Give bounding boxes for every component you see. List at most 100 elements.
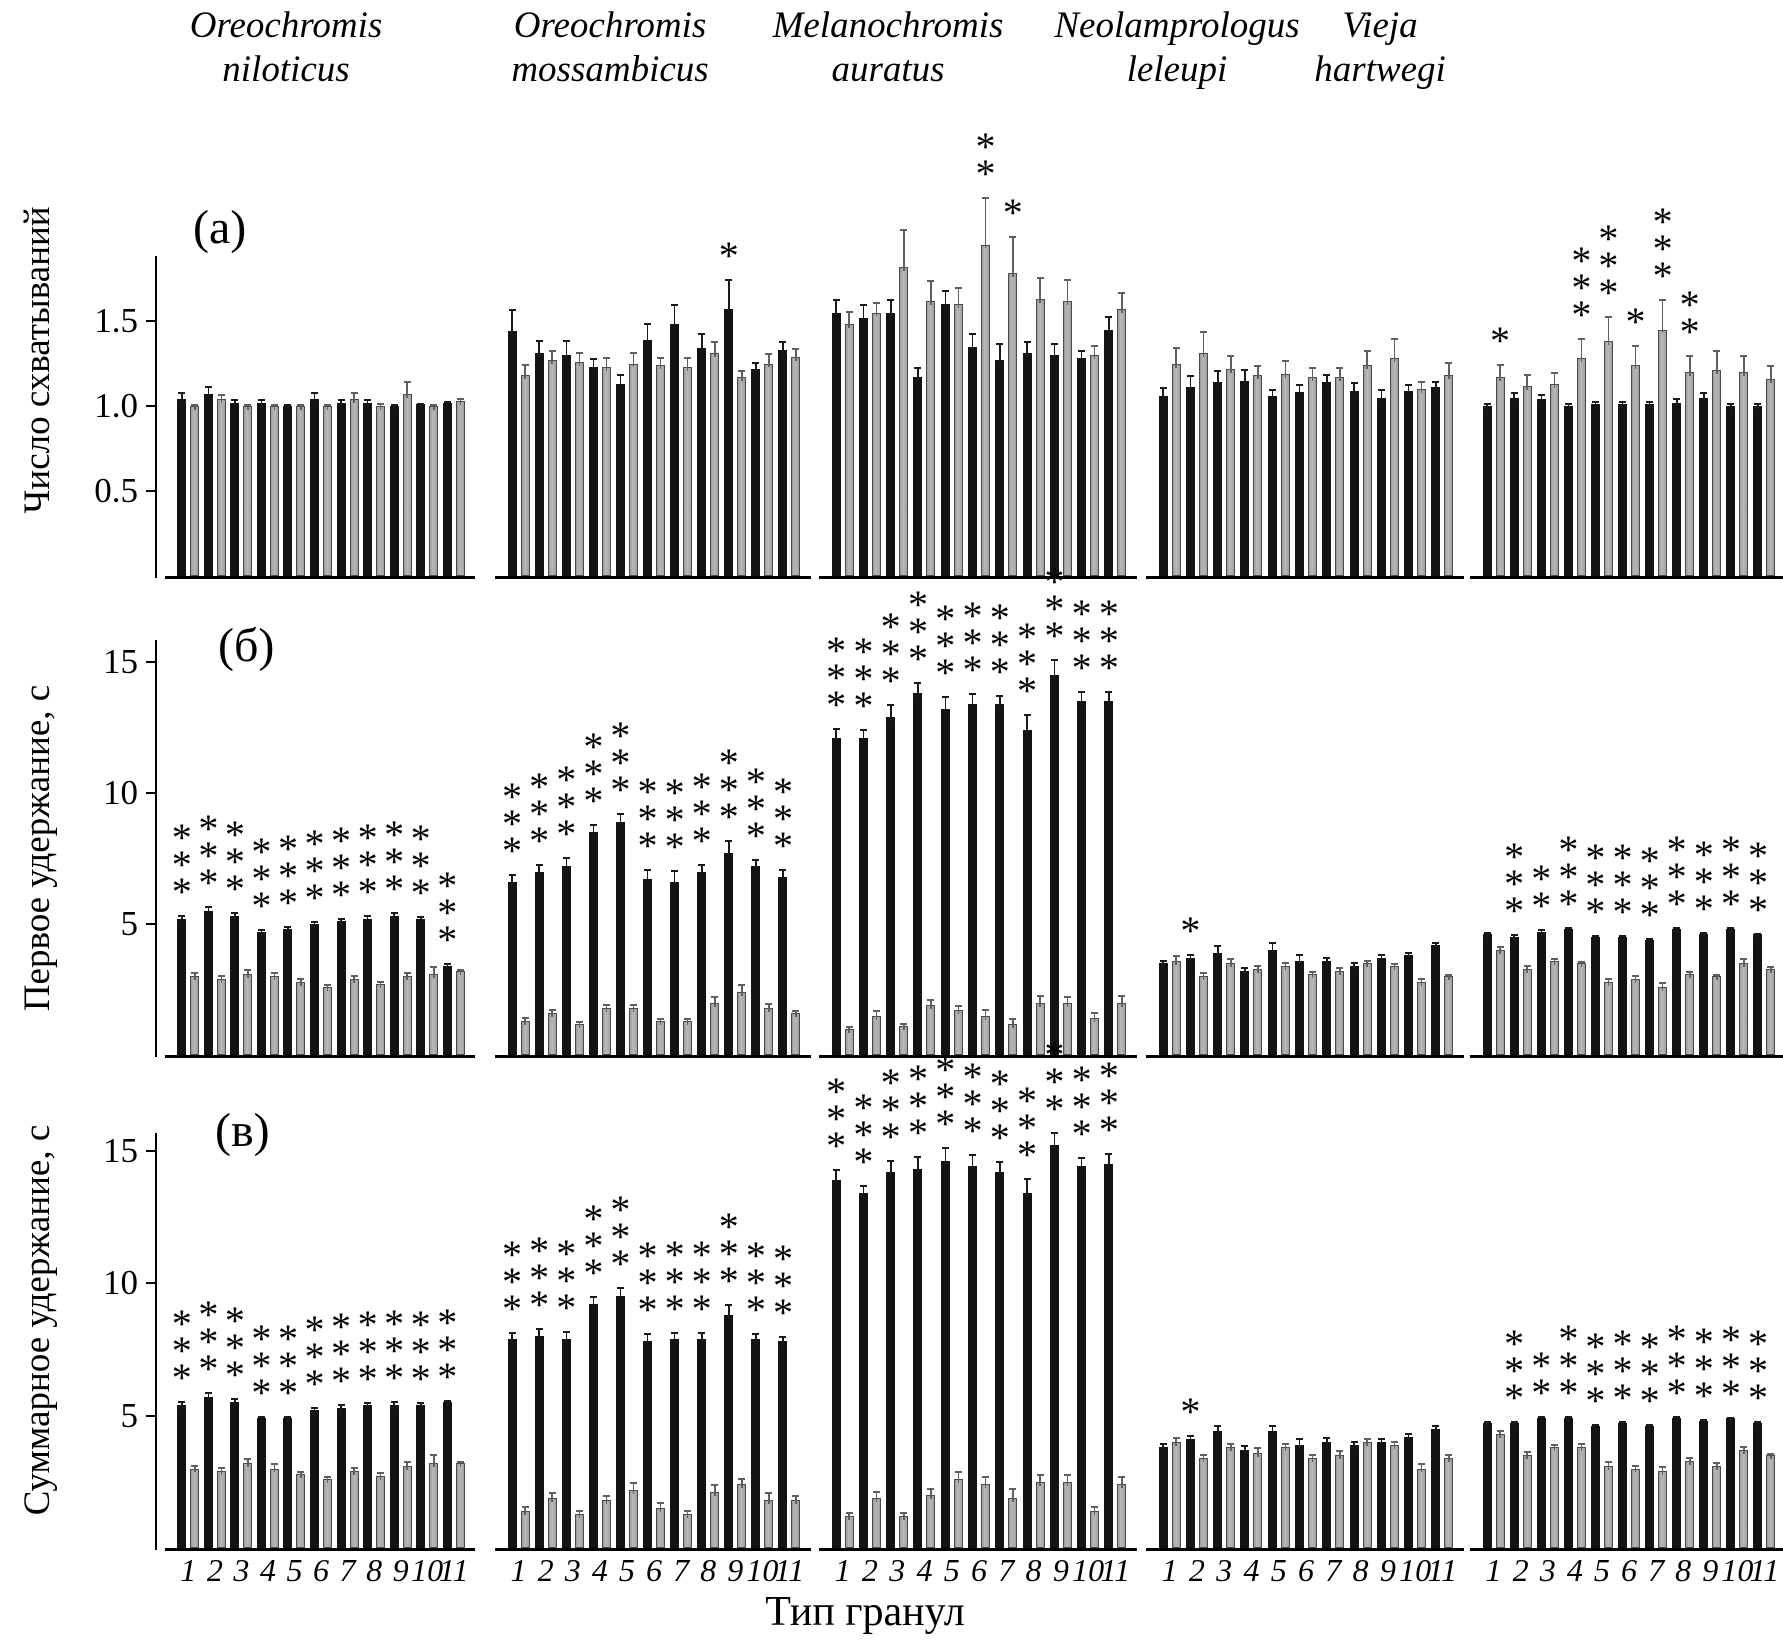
y-axis-tick	[146, 320, 155, 322]
black-bar	[1158, 963, 1168, 1055]
error-bar-cap	[1023, 714, 1031, 717]
significance-stars: * * *	[331, 818, 352, 918]
error-bar-cap	[1309, 366, 1316, 369]
significance-stars: * * *	[410, 815, 431, 915]
error-bar-cap	[1754, 402, 1762, 405]
error-bar-cap	[390, 1400, 398, 1403]
x-category-label: 1	[1161, 1552, 1178, 1588]
gray-bar	[628, 363, 638, 576]
gray-bar	[269, 1468, 279, 1548]
significance-stars: *	[1625, 298, 1646, 344]
error-bar-line	[1012, 1018, 1014, 1028]
black-bar	[995, 360, 1005, 576]
error-bar-line	[1435, 941, 1437, 949]
black-bar	[1431, 387, 1441, 576]
error-bar-line	[459, 968, 462, 976]
error-bar-line	[1420, 977, 1423, 986]
error-bar-line	[1730, 402, 1732, 410]
error-bar-line	[1435, 1424, 1437, 1433]
gray-bar	[1198, 353, 1208, 576]
error-bar-line	[353, 392, 355, 404]
error-bar-line	[313, 1407, 316, 1415]
black-bar	[310, 1410, 319, 1548]
gray-bar	[1658, 1471, 1668, 1548]
y-axis-label-row-b: Первое удержание, с	[17, 684, 58, 1012]
error-bar-cap	[1281, 961, 1289, 964]
error-bar-cap	[1646, 400, 1654, 403]
gray-bar	[683, 1513, 693, 1548]
error-bar-line	[728, 840, 730, 858]
error-bar-line	[1229, 958, 1232, 968]
black-bar	[831, 1179, 841, 1548]
error-bar-cap	[1159, 387, 1167, 390]
error-bar-cap	[1673, 1416, 1681, 1419]
black-bar	[230, 402, 240, 576]
black-bar	[968, 346, 977, 576]
error-bar-cap	[589, 824, 597, 827]
error-bar-cap	[508, 1332, 516, 1335]
x-category-label: 10	[1721, 1552, 1754, 1588]
error-bar-cap	[403, 1460, 411, 1463]
error-bar-cap	[430, 404, 438, 407]
error-bar-cap	[1659, 1465, 1667, 1468]
x-category-label: 5	[1270, 1552, 1287, 1588]
error-bar-line	[1580, 338, 1583, 363]
error-bar-line	[1026, 1178, 1028, 1197]
error-bar-cap	[1227, 1443, 1235, 1446]
error-bar-cap	[698, 1332, 706, 1335]
error-bar-cap	[430, 1453, 438, 1456]
error-bar-line	[1380, 389, 1383, 402]
error-bar-cap	[1537, 1415, 1545, 1418]
error-bar-cap	[900, 1023, 908, 1026]
error-bar-cap	[1619, 400, 1626, 403]
error-bar-line	[957, 287, 960, 308]
x-category-label: 6	[646, 1552, 662, 1588]
error-bar-line	[379, 1472, 382, 1481]
black-bar	[1726, 1418, 1736, 1548]
error-bar-cap	[1281, 1443, 1289, 1446]
error-bar-cap	[752, 858, 760, 861]
error-bar-cap	[430, 965, 438, 968]
error-bar-cap	[244, 968, 252, 971]
gray-bar	[710, 1492, 720, 1548]
error-bar-cap	[602, 356, 610, 359]
gray-bar	[1280, 373, 1290, 576]
column-title-line2: hartwegi	[1314, 49, 1446, 90]
gray-bar	[1226, 368, 1236, 576]
error-bar-cap	[1767, 965, 1775, 968]
black-bar	[1536, 399, 1546, 576]
error-bar-line	[686, 356, 689, 371]
gray-bar	[1280, 1447, 1290, 1548]
error-bar-cap	[178, 914, 186, 917]
gray-bar	[216, 1471, 226, 1548]
error-bar-line	[220, 1467, 223, 1476]
error-bar-line	[1039, 276, 1041, 303]
black-bar	[1699, 934, 1709, 1055]
black-bar	[310, 924, 319, 1055]
error-bar-cap	[1105, 1153, 1113, 1156]
black-bar	[1431, 1428, 1441, 1548]
x-category-label: 10	[746, 1552, 779, 1588]
error-bar-line	[1339, 967, 1341, 976]
x-category-label: 2	[1188, 1552, 1205, 1588]
error-bar-cap	[377, 402, 385, 405]
error-bar-cap	[1186, 954, 1194, 957]
error-bar-cap	[1172, 346, 1180, 349]
black-bar	[1022, 1192, 1032, 1548]
black-bar	[1536, 1418, 1546, 1548]
error-bar-line	[1730, 1416, 1732, 1423]
error-bar-cap	[792, 1009, 800, 1012]
significance-stars: *	[718, 232, 739, 278]
x-axis-baseline	[165, 1548, 475, 1551]
error-bar-cap	[765, 353, 773, 356]
gray-bar	[1389, 965, 1399, 1055]
gray-bar	[1090, 1018, 1100, 1055]
gray-bar	[1389, 1444, 1399, 1548]
error-bar-cap	[1377, 954, 1385, 957]
x-category-label: 7	[1648, 1552, 1665, 1588]
error-bar-line	[1407, 951, 1410, 960]
gray-bar	[1362, 1442, 1372, 1548]
error-bar-cap	[1405, 383, 1413, 386]
error-bar-line	[551, 1492, 554, 1502]
error-bar-line	[862, 304, 865, 322]
